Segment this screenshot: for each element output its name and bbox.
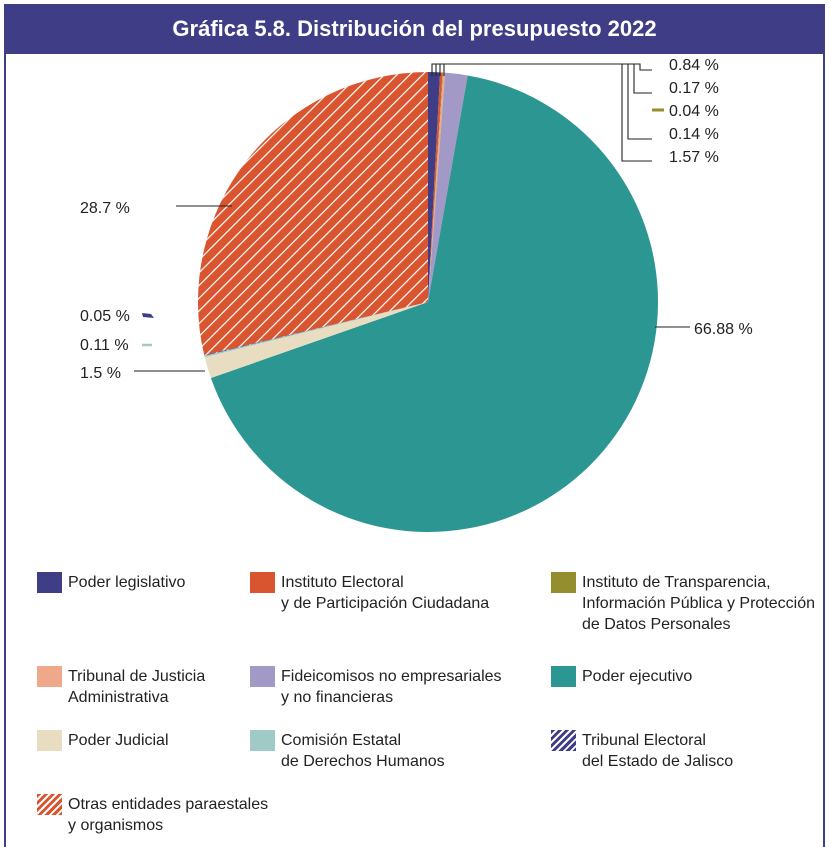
data-label-instituto-de-transparencia-informacion-publica-y-proteccion-de-datos-personales: 0.04 % <box>669 103 719 120</box>
data-label-poder-ejecutivo: 66.88 % <box>694 321 753 338</box>
legend-label: Otras entidades paraestales y organismos <box>68 796 269 834</box>
chart-title: Gráfica 5.8. Distribución del presupuest… <box>4 4 825 54</box>
pie-slice-poder-ejecutivo <box>210 75 658 533</box>
legend-item-poder-ejecutivo: Poder ejecutivo <box>551 666 692 687</box>
legend-item-poder-judicial: Poder Judicial <box>37 730 169 751</box>
leader-line-instituto-electoral-y-de-participacion-ciudadana <box>435 63 652 94</box>
pie-slice-poder-legislativo <box>428 72 441 302</box>
data-label-poder-judicial: 1.5 % <box>80 365 121 382</box>
legend-item-otras-entidades-paraestales-y-organismos: Otras entidades paraestales y organismos <box>37 794 268 836</box>
legend-item-instituto-de-transparencia-informacion-publica-y-proteccion-de-datos-personales: Instituto de Transparencia, Información … <box>551 572 815 635</box>
pie-slice-fideicomisos-no-empresariales-y-no-financieras <box>428 72 468 303</box>
legend-label: Tribunal de Justicia Administrativa <box>68 668 206 706</box>
legend-swatch <box>37 572 62 593</box>
legend-item-tribunal-electoral-del-estado-de-jalisco: Tribunal Electoral del Estado de Jalisco <box>551 730 733 772</box>
data-label-fideicomisos-no-empresariales-y-no-financieras: 1.57 % <box>669 149 719 166</box>
legend-label: Instituto de Transparencia, Información … <box>582 574 815 633</box>
leader-line-poder-legislativo <box>431 63 652 76</box>
legend-swatch <box>551 572 576 593</box>
legend-label: Poder ejecutivo <box>582 668 693 685</box>
pie-slice-comision-estatal-de-derechos-humanos <box>204 302 428 358</box>
marker-tribunal-electoral-del-estado-de-jalisco <box>142 313 154 318</box>
pie-slice-instituto-electoral-y-de-participacion-ciudadana <box>428 72 443 302</box>
legend-swatch <box>551 666 576 687</box>
legend-swatch <box>37 666 62 687</box>
leader-line-tribunal-de-justicia-administrativa <box>439 63 652 140</box>
legend-swatch <box>250 572 275 593</box>
pie-slice-tribunal-de-justicia-administrativa <box>428 72 446 302</box>
legend-item-tribunal-de-justicia-administrativa: Tribunal de Justicia Administrativa <box>37 666 205 708</box>
legend-label: Fideicomisos no empresariales y no finan… <box>281 668 502 706</box>
data-label-poder-legislativo: 0.84 % <box>669 57 719 74</box>
legend-swatch <box>37 794 62 815</box>
data-label-instituto-electoral-y-de-participacion-ciudadana: 0.17 % <box>669 80 719 97</box>
legend-item-instituto-electoral-y-de-participacion-ciudadana: Instituto Electoral y de Participación C… <box>250 572 489 614</box>
pie-slice-tribunal-electoral-del-estado-de-jalisco <box>204 302 428 356</box>
data-label-tribunal-electoral-del-estado-de-jalisco: 0.05 % <box>80 308 130 325</box>
legend-swatch <box>250 666 275 687</box>
legend-label: Comisión Estatal de Derechos Humanos <box>281 732 445 770</box>
pie-slice-otras-entidades-paraestales-y-organismos <box>198 72 428 355</box>
legend-label: Poder legislativo <box>68 574 186 591</box>
legend-label: Poder Judicial <box>68 732 169 749</box>
legend-label: Instituto Electoral y de Participación C… <box>281 574 490 612</box>
legend-swatch <box>551 730 576 751</box>
data-label-comision-estatal-de-derechos-humanos: 0.11 % <box>80 337 129 354</box>
legend-swatch <box>37 730 62 751</box>
leader-line-fideicomisos-no-empresariales-y-no-financieras <box>443 63 652 162</box>
pie-chart: 0.84 % 0.17 % 0.04 % 0.14 % 1.57 % 66.88 % 28.… <box>80 57 753 533</box>
legend-item-poder-legislativo: Poder legislativo <box>37 572 185 593</box>
legend-item-comision-estatal-de-derechos-humanos: Comisión Estatal de Derechos Humanos <box>250 730 445 772</box>
data-label-otras-entidades-paraestales-y-organismos: 28.7 % <box>80 200 130 217</box>
legend-label: Tribunal Electoral del Estado de Jalisco <box>582 732 734 770</box>
legend-item-fideicomisos-no-empresariales-y-no-financieras: Fideicomisos no empresariales y no finan… <box>250 666 502 708</box>
legend-swatch <box>250 730 275 751</box>
pie-slice-poder-judicial <box>204 302 428 379</box>
pie-slice-instituto-de-transparencia-informacion-publica-y-proteccion-de-datos-personales <box>428 72 444 302</box>
data-label-tribunal-de-justicia-administrativa: 0.14 % <box>669 126 719 143</box>
